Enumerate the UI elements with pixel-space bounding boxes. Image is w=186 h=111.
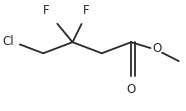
Text: Cl: Cl — [2, 35, 14, 48]
Text: O: O — [152, 42, 161, 55]
Text: F: F — [83, 4, 90, 17]
Text: O: O — [126, 83, 136, 96]
Text: F: F — [43, 4, 50, 17]
